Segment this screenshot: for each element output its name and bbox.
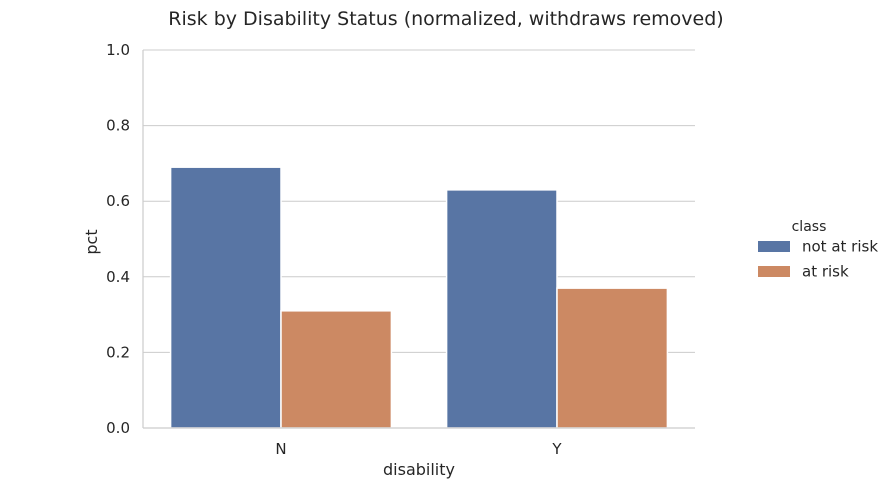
legend-swatch: [758, 241, 790, 252]
axes: [142, 50, 695, 429]
y-tick-label: 0.4: [106, 268, 130, 286]
x-tick-label: N: [275, 440, 286, 458]
y-tick-label: 0.0: [106, 419, 130, 437]
bars: [169, 166, 669, 429]
bar-Y-0: [445, 189, 558, 429]
legend-label: not at risk: [802, 238, 878, 256]
legend: class not at risk at risk: [758, 219, 878, 281]
y-axis-title: pct: [82, 229, 101, 254]
x-tick-label: Y: [551, 440, 562, 458]
tick-labels: 0.0 0.2 0.4 0.6 0.8 1.0 N Y: [106, 41, 562, 458]
y-tick-label: 1.0: [106, 41, 130, 59]
y-tick-label: 0.6: [106, 192, 130, 210]
legend-swatch: [758, 266, 790, 277]
legend-title: class: [792, 219, 827, 235]
chart-title: Risk by Disability Status (normalized, w…: [168, 8, 723, 30]
legend-label: at risk: [802, 263, 849, 281]
x-axis-title: disability: [383, 460, 455, 479]
y-tick-label: 0.8: [106, 117, 130, 135]
bar-N-1: [280, 310, 393, 429]
bar-Y-1: [556, 287, 669, 429]
bar-N-0: [169, 166, 282, 429]
y-tick-label: 0.2: [106, 343, 130, 361]
